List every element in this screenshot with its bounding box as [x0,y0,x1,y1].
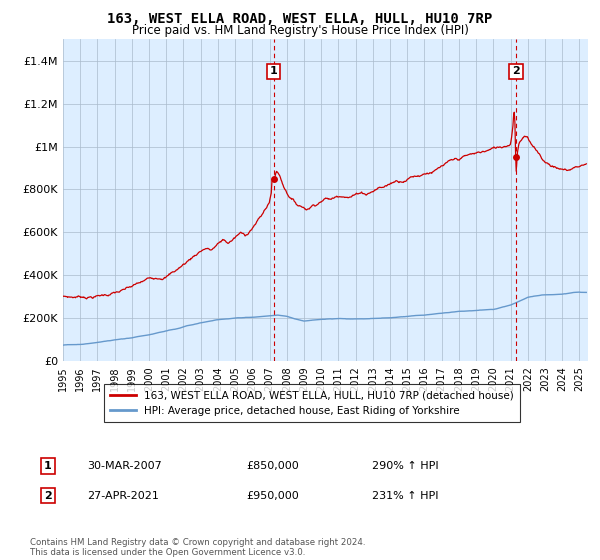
Text: 2: 2 [44,491,52,501]
Text: £850,000: £850,000 [246,461,299,471]
Text: Contains HM Land Registry data © Crown copyright and database right 2024.
This d: Contains HM Land Registry data © Crown c… [30,538,365,557]
Text: £950,000: £950,000 [246,491,299,501]
Text: 30-MAR-2007: 30-MAR-2007 [87,461,162,471]
Text: 163, WEST ELLA ROAD, WEST ELLA, HULL, HU10 7RP: 163, WEST ELLA ROAD, WEST ELLA, HULL, HU… [107,12,493,26]
Text: 1: 1 [269,67,277,76]
Legend: 163, WEST ELLA ROAD, WEST ELLA, HULL, HU10 7RP (detached house), HPI: Average pr: 163, WEST ELLA ROAD, WEST ELLA, HULL, HU… [104,384,520,422]
Text: 231% ↑ HPI: 231% ↑ HPI [372,491,439,501]
Text: 2: 2 [512,67,520,76]
Text: 290% ↑ HPI: 290% ↑ HPI [372,461,439,471]
Text: 1: 1 [44,461,52,471]
Text: Price paid vs. HM Land Registry's House Price Index (HPI): Price paid vs. HM Land Registry's House … [131,24,469,37]
Text: 27-APR-2021: 27-APR-2021 [87,491,159,501]
